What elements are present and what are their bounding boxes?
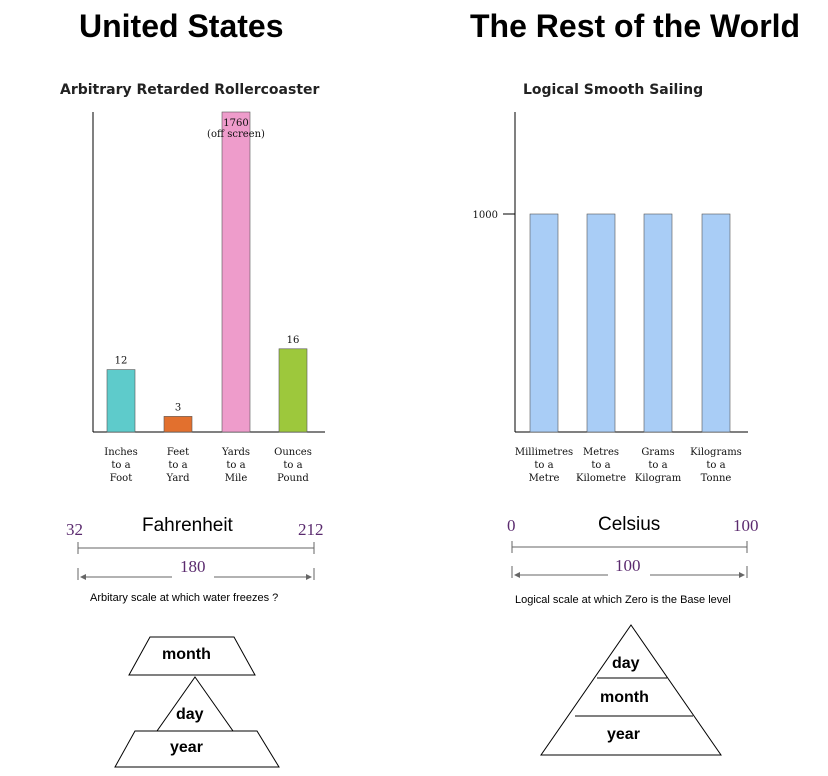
celsius-arrowhead-left	[514, 572, 520, 578]
us-category-label-0-2: Foot	[110, 473, 132, 484]
us-bar-3	[278, 348, 308, 433]
world-category-label-0-1: to a	[534, 460, 553, 471]
us-category-label-2-1: to a	[226, 460, 245, 471]
us-category-label-0-1: to a	[111, 460, 130, 471]
world-category-label-1-1: to a	[591, 460, 610, 471]
world-category-label-0-2: Metre	[529, 473, 560, 484]
us-category-label-2-2: Mile	[225, 473, 248, 484]
world-category-label-2-1: to a	[648, 460, 667, 471]
fahrenheit-arrowhead-right	[306, 574, 312, 580]
fahrenheit-span-value: 180	[180, 557, 206, 576]
us-category-label-0-0: Inches	[104, 447, 137, 458]
world-tier-month: month	[600, 689, 649, 706]
world-category-label-1-0: Metres	[583, 447, 619, 458]
world-category-label-3-2: Tonne	[701, 473, 732, 484]
us-category-label-3-0: Ounces	[274, 447, 312, 458]
us-year-trapezoid	[114, 730, 280, 768]
world-category-label-1-2: Kilometre	[576, 473, 626, 484]
us-tier-year: year	[170, 739, 203, 756]
us-category-label-3-2: Pound	[277, 473, 309, 484]
world-tier-day: day	[612, 655, 640, 672]
fahrenheit-arrowhead-left	[80, 574, 86, 580]
us-bar-value-label-1: 3	[175, 402, 181, 413]
us-bar-2	[221, 111, 251, 433]
world-category-label-2-0: Grams	[641, 447, 674, 458]
world-y-tick-label: 1000	[473, 210, 498, 221]
us-heading: United States	[79, 8, 284, 44]
world-bar-3	[701, 213, 731, 433]
us-bar-value-label-2: 1760	[223, 118, 248, 129]
world-category-label-2-2: Kilogram	[635, 473, 682, 484]
fahrenheit-label: Fahrenheit	[142, 515, 233, 536]
us-tier-day: day	[176, 706, 204, 723]
us-category-label-1-0: Feet	[167, 447, 189, 458]
us-category-label-2-0: Yards	[221, 447, 250, 458]
world-heading: The Rest of the World	[470, 8, 801, 44]
us-bar-0	[106, 369, 136, 433]
celsius-high-value: 100	[733, 516, 759, 535]
us-month-trapezoid	[128, 636, 256, 676]
world-chart-title: Logical Smooth Sailing	[523, 82, 704, 98]
us-tier-month: month	[162, 646, 211, 663]
celsius-arrowhead-right	[739, 572, 745, 578]
world-bar-1	[586, 213, 616, 433]
world-bar-2	[643, 213, 673, 433]
us-bar-1	[163, 416, 193, 433]
us-bar-value-label-3: 16	[287, 335, 300, 346]
us-category-label-1-1: to a	[168, 460, 187, 471]
world-bar-0	[529, 213, 559, 433]
us-category-label-1-2: Yard	[166, 473, 191, 484]
celsius-label: Celsius	[598, 514, 661, 535]
celsius-caption: Logical scale at which Zero is the Base …	[515, 594, 731, 606]
world-category-label-3-0: Kilograms	[690, 447, 742, 458]
celsius-low-value: 0	[507, 516, 516, 535]
us-bar-value-label-0: 12	[115, 356, 128, 367]
fahrenheit-caption: Arbitary scale at which water freezes ?	[90, 592, 279, 604]
fahrenheit-low-value: 32	[66, 520, 83, 539]
us-chart-title: Arbitrary Retarded Rollercoaster	[60, 82, 320, 98]
celsius-span-value: 100	[615, 556, 641, 575]
world-tier-year: year	[607, 726, 640, 743]
fahrenheit-high-value: 212	[298, 520, 324, 539]
world-pyramid	[540, 624, 722, 756]
world-category-label-0-0: Millimetres	[515, 447, 573, 458]
world-category-label-3-1: to a	[706, 460, 725, 471]
us-bar-off-screen-note: (off screen)	[207, 129, 265, 140]
us-category-label-3-1: to a	[283, 460, 302, 471]
